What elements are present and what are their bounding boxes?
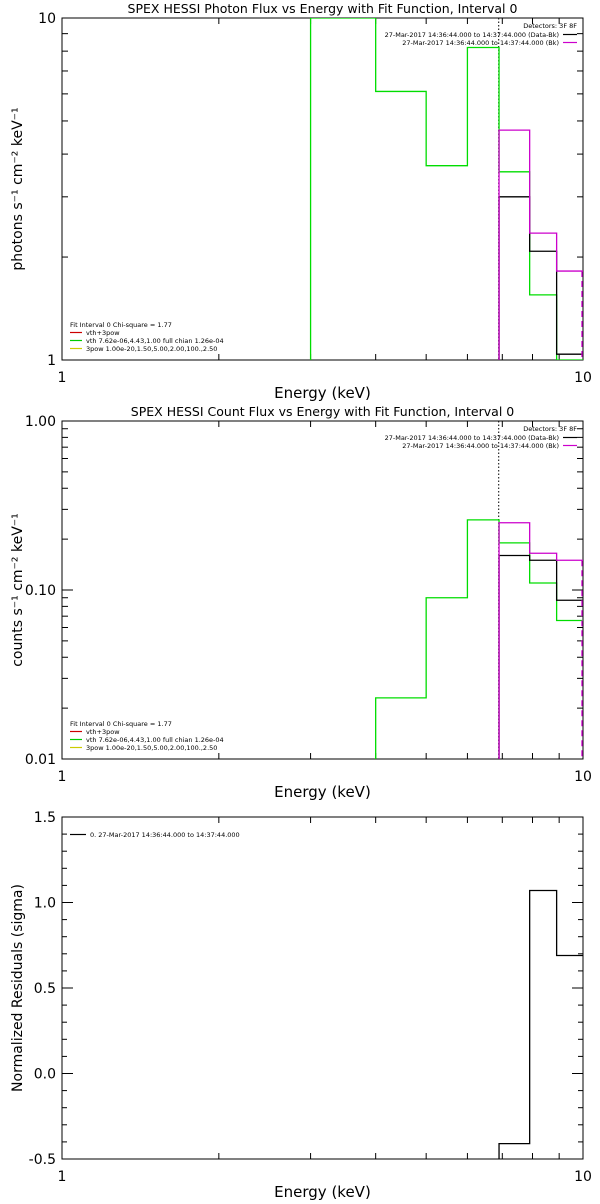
y-axis-label: counts s⁻¹ cm⁻² keV⁻¹ [10, 513, 26, 667]
chart-panel-3: 1 10 -0.5 0.0 0.5 1.0 1.5 Energy (keV) Normalize… [10, 810, 592, 1201]
x-tick-label: 1 [58, 370, 67, 386]
chart-title: SPEX HESSI Count Flux vs Energy with Fit… [131, 404, 514, 419]
plot-frame [61, 17, 584, 361]
series-1-step-line [498, 554, 583, 759]
legend-entry-text: 27-Mar-2017 14:36:44.000 to 14:37:44.000… [402, 442, 559, 450]
legend-entry-text: 27-Mar-2017 14:36:44.000 to 14:37:44.000… [385, 31, 559, 39]
legend-entry-text: vth+3pow [86, 329, 120, 337]
chart-panel-1: 1 10 1 10 SPEX HESSI Photon Flux vs Energy w… [10, 1, 592, 402]
legend-title: Fit Interval 0 Chi-square = 1.77 [70, 321, 172, 329]
x-tick-label: 1 [58, 1169, 67, 1185]
series-1-step-line [498, 196, 583, 360]
y-axis-label: Normalized Residuals (sigma) [10, 884, 26, 1092]
legend-entry-text: 27-Mar-2017 14:36:44.000 to 14:37:44.000… [402, 39, 559, 47]
legend-title: Detectors: 3F 8F [523, 22, 577, 30]
y-tick-label: 0.01 [25, 752, 56, 768]
y-tick-label: 0.10 [25, 583, 56, 599]
legend-entry-text: vth 7.62e-06,4.43,1.00 full chian 1.26e-… [86, 736, 224, 744]
legend-entry-text: 27-Mar-2017 14:36:44.000 to 14:37:44.000… [385, 434, 559, 442]
chart-panel-2: 1 10 0.01 0.10 1.00 SPEX HESSI Count Flux vs … [10, 404, 592, 801]
series-0-step-line [375, 519, 583, 759]
series-2-step-line [498, 522, 583, 759]
chart-title: SPEX HESSI Photon Flux vs Energy with Fi… [128, 1, 518, 16]
legend-entry-text: vth+3pow [86, 728, 120, 736]
legend-title: Detectors: 3F 8F [523, 425, 577, 433]
x-tick-label: 10 [574, 370, 592, 386]
legend-bottom-left: Fit Interval 0 Chi-square = 1.77vth+3pow… [70, 720, 224, 752]
data-layer [375, 421, 583, 759]
y-tick-label: 0.0 [34, 1067, 56, 1083]
y-tick-label: 1.0 [34, 896, 56, 912]
y-tick-label: 0.5 [34, 981, 56, 997]
x-axis-label: Energy (keV) [274, 384, 371, 402]
x-tick-label: 10 [574, 769, 592, 785]
x-tick-label: 10 [574, 1169, 592, 1185]
plot-frame [61, 816, 584, 1160]
y-tick-label: 10 [38, 11, 56, 27]
data-layer [309, 18, 583, 360]
legend-entry-text: vth 7.62e-06,4.43,1.00 full chian 1.26e-… [86, 337, 224, 345]
y-axis-label: photons s⁻¹ cm⁻² keV⁻¹ [10, 107, 26, 270]
legend-title: Fit Interval 0 Chi-square = 1.77 [70, 720, 172, 728]
legend-top-left: 0. 27-Mar-2017 14:36:44.000 to 14:37:44.… [70, 831, 240, 839]
series-0-step-line [309, 18, 583, 360]
data-layer [498, 889, 583, 1159]
y-tick-label: 1.00 [25, 414, 56, 430]
y-tick-label: 1 [47, 353, 56, 369]
legend-entry-text: 3pow 1.00e-20,1.50,5.00,2.00,100.,2.50 [86, 345, 217, 353]
legend-bottom-left: Fit Interval 0 Chi-square = 1.77vth+3pow… [70, 321, 224, 353]
x-axis-label: Energy (keV) [274, 1183, 371, 1200]
y-tick-label: -0.5 [29, 1152, 56, 1168]
y-tick-label: 1.5 [34, 810, 56, 826]
series-0-step-line [498, 889, 583, 1159]
legend-entry-text: 3pow 1.00e-20,1.50,5.00,2.00,100.,2.50 [86, 744, 217, 752]
legend-entry-text: 0. 27-Mar-2017 14:36:44.000 to 14:37:44.… [90, 831, 240, 839]
plot-frame [61, 420, 584, 760]
x-tick-label: 1 [58, 769, 67, 785]
series-2-step-line [498, 129, 583, 360]
x-axis-label: Energy (keV) [274, 783, 371, 801]
